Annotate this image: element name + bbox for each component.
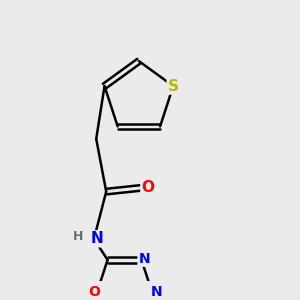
Text: O: O (88, 285, 100, 299)
Text: O: O (141, 180, 154, 195)
Text: S: S (168, 79, 179, 94)
Text: H: H (73, 230, 84, 242)
Text: N: N (151, 285, 162, 299)
Text: N: N (139, 252, 150, 266)
Text: N: N (90, 231, 103, 246)
